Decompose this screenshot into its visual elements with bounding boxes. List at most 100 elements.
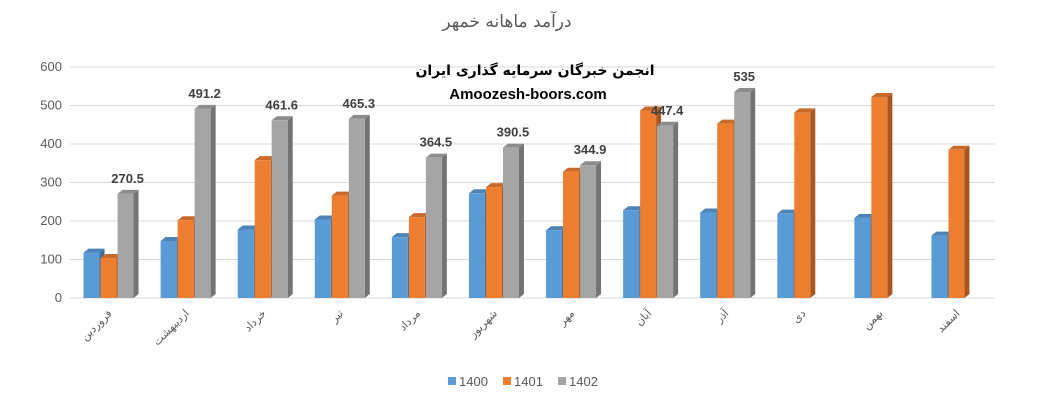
y-tick-label: 200 — [40, 213, 62, 228]
y-tick-label: 600 — [40, 59, 62, 74]
chart-title: درآمد ماهانه خمهر — [441, 10, 571, 32]
bar-front — [177, 220, 194, 298]
bar-1402-3 — [271, 116, 293, 298]
bar-top — [485, 183, 507, 188]
data-labels: 270.5 491.2 461.6 465.3 364.5 390.5 344.9 447.4… — [111, 69, 755, 186]
bar-top — [348, 114, 370, 119]
bar-1401-12 — [948, 145, 970, 298]
bars — [83, 88, 970, 299]
bar-front — [117, 193, 134, 298]
bar-front — [194, 108, 211, 298]
bar-top — [271, 116, 293, 121]
bar-1402-4 — [348, 114, 370, 298]
bar-1402-6 — [502, 143, 524, 298]
bar-top — [314, 215, 336, 220]
legend-label: 1401 — [514, 374, 543, 389]
bar-side — [673, 121, 679, 298]
bar-front — [794, 112, 811, 299]
bar-top — [640, 106, 662, 111]
bar-1402-8 — [657, 121, 679, 298]
x-category-label: آبان — [632, 306, 655, 329]
y-axis-ticks: 0 100 200 300 400 500 600 — [40, 59, 62, 305]
y-tick-label: 100 — [40, 252, 62, 267]
data-label-1402-4: 465.3 — [343, 96, 376, 111]
bar-top — [700, 208, 722, 213]
bar-side — [287, 116, 293, 298]
bar-front — [640, 110, 657, 298]
x-category-label: اسفند — [934, 307, 962, 335]
bar-1402-9 — [734, 88, 756, 299]
bar-top — [425, 153, 447, 158]
bar-front — [237, 229, 254, 298]
bar-side — [364, 114, 370, 298]
bar-front — [331, 195, 348, 298]
x-category-label: بهمن — [860, 307, 885, 332]
bar-side — [133, 189, 139, 298]
data-label-1402-6: 390.5 — [497, 125, 530, 140]
bar-top — [777, 209, 799, 214]
bar-top — [83, 248, 105, 253]
bar-top — [871, 93, 893, 98]
bar-front — [546, 230, 563, 298]
bar-top — [854, 213, 876, 218]
bar-front — [314, 219, 331, 298]
bar-side — [810, 108, 816, 299]
bar-front — [271, 120, 288, 298]
bar-front — [854, 217, 871, 298]
bar-top — [931, 231, 953, 236]
bar-top — [194, 104, 216, 109]
bar-front — [391, 237, 408, 298]
bar-top — [657, 121, 679, 126]
bar-top — [117, 189, 139, 194]
watermark-text-persian: انجمن خبرگان سرمایه گذاری ایران — [415, 62, 654, 79]
bar-top — [717, 119, 739, 124]
y-tick-label: 0 — [55, 290, 62, 305]
legend: 1400 1401 1402 — [448, 374, 598, 389]
bar-side — [964, 145, 970, 298]
bar-1402-1 — [117, 189, 139, 298]
bar-top — [408, 213, 430, 218]
bar-front — [408, 217, 425, 298]
x-category-label: اردیبهشت — [150, 307, 191, 348]
data-label-1402-1: 270.5 — [111, 171, 144, 186]
bar-top — [254, 156, 276, 161]
bar-front — [580, 165, 597, 298]
data-label-1402-2: 491.2 — [188, 86, 221, 101]
bar-front — [348, 118, 365, 298]
bar-top — [331, 191, 353, 196]
x-category-label: مرداد — [396, 307, 423, 334]
bar-top — [734, 88, 756, 93]
bar-front — [468, 193, 485, 298]
bar-top — [580, 161, 602, 166]
data-label-1402-8: 447.4 — [651, 103, 684, 118]
x-category-label: فروردین — [78, 307, 114, 343]
bar-front — [160, 241, 177, 298]
bar-front — [931, 235, 948, 298]
bar-front — [502, 147, 519, 298]
bar-front — [734, 92, 751, 299]
bar-front — [948, 149, 965, 298]
legend-item-1402: 1402 — [558, 374, 598, 389]
bar-top — [502, 143, 524, 148]
y-tick-label: 400 — [40, 136, 62, 151]
data-label-1402-3: 461.6 — [265, 97, 298, 112]
bar-1401-11 — [871, 93, 893, 298]
y-tick-label: 500 — [40, 98, 62, 113]
bar-1401-10 — [794, 108, 816, 299]
gridlines — [70, 66, 995, 299]
data-label-1402-9: 535 — [733, 69, 755, 84]
legend-item-1401: 1401 — [503, 374, 543, 389]
bar-side — [596, 161, 602, 298]
x-category-label: تیر — [327, 307, 346, 326]
bar-side — [210, 104, 216, 298]
bar-1402-7 — [580, 161, 602, 298]
bar-front — [254, 160, 271, 298]
x-category-label: مهر — [555, 307, 577, 329]
data-label-1402-7: 344.9 — [574, 142, 607, 157]
legend-label: 1402 — [569, 374, 598, 389]
bar-side — [441, 153, 447, 298]
bar-front — [717, 123, 734, 298]
bar-front — [777, 213, 794, 298]
bar-front — [425, 157, 442, 298]
